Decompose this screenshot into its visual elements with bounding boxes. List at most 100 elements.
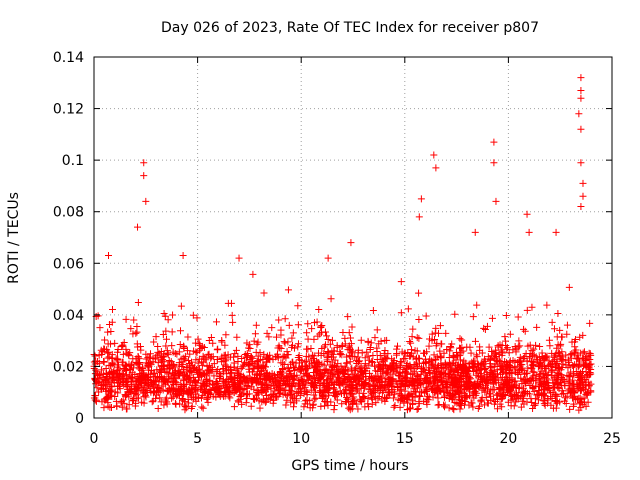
data-point [169,348,177,356]
data-point [480,324,488,332]
data-point [436,368,444,376]
data-point [467,375,475,383]
data-point [106,386,114,394]
data-point [249,368,257,376]
data-point [103,379,111,387]
data-point [342,359,350,367]
data-point [96,359,104,367]
data-point [274,381,282,389]
data-point [118,342,126,350]
data-point [218,336,226,344]
data-point [517,374,525,382]
data-point [450,381,458,389]
data-point [426,366,434,374]
data-point [283,348,291,356]
x-tick-label: 25 [603,431,621,447]
data-point [125,393,133,401]
data-point [164,316,172,324]
data-point [428,330,436,338]
data-point [186,374,194,382]
data-point [428,357,436,365]
data-point [471,379,479,387]
data-point [432,324,440,332]
data-point [98,373,106,381]
data-point [200,378,208,386]
data-point [163,349,171,357]
data-point [148,380,156,388]
data-point [270,396,278,404]
data-point [279,353,287,361]
data-point [140,378,148,386]
data-point [529,383,537,391]
data-point [318,321,326,329]
data-point [541,392,549,400]
data-point [370,374,378,382]
data-point [434,394,442,402]
data-point [382,367,390,375]
data-point [408,333,416,341]
data-point [450,406,458,414]
data-point [473,353,481,361]
data-point [131,402,139,410]
data-point [404,382,412,390]
data-point [492,350,500,358]
data-point [125,360,133,368]
data-point [303,329,311,337]
data-point [365,382,373,390]
data-point [272,378,280,386]
data-point [105,377,113,385]
data-point [523,375,531,383]
data-point [229,318,237,326]
data-point [564,356,572,364]
data-point [125,372,133,380]
data-point [193,379,201,387]
data-point [365,386,373,394]
data-point [385,381,393,389]
data-point [415,334,423,342]
data-point [257,376,265,384]
data-point [488,366,496,374]
data-point [258,388,266,396]
data-point [245,341,253,349]
data-point [268,324,276,332]
data-point [417,388,425,396]
data-point [290,403,298,411]
data-point [528,351,536,359]
data-point [563,321,571,329]
data-point [502,341,510,349]
data-point [252,391,260,399]
data-point [150,389,158,397]
data-point [284,286,292,294]
data-point [301,358,309,366]
data-point [214,390,222,398]
data-point [478,396,486,404]
data-point [443,346,451,354]
data-point [471,384,479,392]
data-point [441,401,449,409]
data-point [317,351,325,359]
data-point [339,378,347,386]
data-point [304,345,312,353]
data-point [118,370,126,378]
data-point [564,364,572,372]
data-point [320,343,328,351]
data-point [255,397,263,405]
data-point [182,373,190,381]
data-point [352,357,360,365]
data-point [520,355,528,363]
data-point [105,361,113,369]
data-point [186,350,194,358]
data-point [285,321,293,329]
data-point [456,362,464,370]
data-point [409,365,417,373]
data-point [109,359,117,367]
data-point [575,378,583,386]
data-point [371,334,379,342]
data-point [407,339,415,347]
data-point [294,340,302,348]
data-point [413,334,421,342]
data-point [530,368,538,376]
x-tick-label: 15 [396,431,414,447]
data-point [188,358,196,366]
data-point [514,313,522,321]
